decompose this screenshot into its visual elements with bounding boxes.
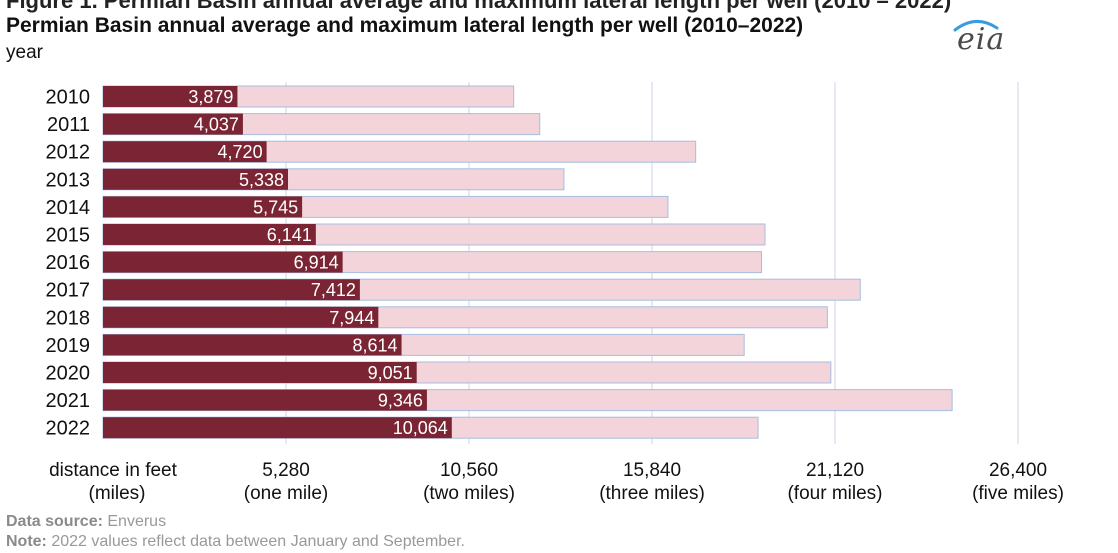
average-bar bbox=[103, 306, 379, 328]
x-tick-sublabel: (one mile) bbox=[244, 483, 328, 504]
average-value-label: 9,346 bbox=[378, 391, 423, 411]
year-tick-label: 2022 bbox=[46, 418, 91, 440]
average-value-label: 10,064 bbox=[393, 418, 448, 438]
x-tick-sublabel: (four miles) bbox=[787, 483, 882, 504]
x-tick-label: 21,120 bbox=[806, 460, 864, 481]
average-bar bbox=[103, 113, 243, 135]
note-label: Note: bbox=[6, 533, 47, 550]
year-tick-label: 2010 bbox=[46, 87, 91, 109]
year-tick-label: 2013 bbox=[46, 169, 91, 191]
average-value-label: 7,412 bbox=[311, 280, 356, 300]
source-value: Enverus bbox=[107, 513, 167, 530]
average-bar bbox=[103, 279, 360, 301]
y-axis-unit-label: year bbox=[6, 42, 43, 63]
year-tick-label: 2021 bbox=[46, 390, 91, 412]
average-bar bbox=[103, 86, 238, 107]
average-bar bbox=[103, 417, 452, 439]
x-tick-sublabel: (three miles) bbox=[599, 483, 705, 504]
x-tick-label: 10,560 bbox=[440, 460, 498, 481]
average-bar bbox=[103, 196, 303, 218]
source-label: Data source: bbox=[6, 513, 103, 530]
note-line: Note: 2022 values reflect data between J… bbox=[6, 533, 465, 551]
year-tick-label: 2011 bbox=[47, 114, 90, 136]
x-tick-label: 15,840 bbox=[623, 460, 681, 481]
year-tick-label: 2020 bbox=[46, 363, 91, 385]
average-value-label: 8,614 bbox=[353, 335, 398, 355]
average-bar bbox=[103, 168, 289, 190]
year-tick-label: 2015 bbox=[46, 225, 91, 247]
average-value-label: 4,037 bbox=[194, 115, 239, 135]
average-bar bbox=[103, 362, 417, 383]
average-value-label: 4,720 bbox=[218, 142, 263, 162]
eia-logo-arc-icon bbox=[953, 20, 999, 32]
average-value-label: 3,879 bbox=[188, 87, 233, 107]
year-tick-label: 2016 bbox=[46, 252, 91, 274]
average-value-label: 6,914 bbox=[294, 253, 339, 273]
average-value-label: 7,944 bbox=[329, 308, 374, 328]
average-bar bbox=[103, 224, 316, 245]
average-bar bbox=[103, 389, 427, 411]
average-value-label: 5,745 bbox=[253, 197, 298, 217]
year-tick-label: 2018 bbox=[46, 307, 91, 329]
data-source-line: Data source: Enverus bbox=[6, 513, 166, 531]
chart-title: Permian Basin annual average and maximum… bbox=[6, 14, 804, 37]
x-axis-title-units: (miles) bbox=[89, 483, 146, 504]
year-tick-label: 2019 bbox=[46, 335, 91, 357]
average-value-label: 9,051 bbox=[368, 363, 413, 383]
figure-caption: Figure 1. Permian Basin annual average a… bbox=[6, 0, 952, 13]
x-tick-sublabel: (five miles) bbox=[972, 483, 1064, 504]
x-tick-label: 26,400 bbox=[989, 460, 1047, 481]
average-bar bbox=[103, 251, 343, 273]
eia-logo: eia bbox=[957, 22, 1006, 57]
average-value-label: 6,141 bbox=[267, 225, 312, 245]
x-tick-sublabel: (two miles) bbox=[423, 483, 515, 504]
average-bar bbox=[103, 334, 402, 356]
note-value: 2022 values reflect data between January… bbox=[51, 533, 465, 550]
x-tick-label: 5,280 bbox=[262, 460, 310, 481]
year-tick-label: 2017 bbox=[46, 280, 91, 302]
x-axis-title: distance in feet bbox=[49, 460, 178, 481]
year-tick-label: 2012 bbox=[46, 142, 91, 164]
average-bar bbox=[103, 141, 267, 163]
average-value-label: 5,338 bbox=[239, 170, 284, 190]
year-tick-label: 2014 bbox=[46, 197, 91, 219]
